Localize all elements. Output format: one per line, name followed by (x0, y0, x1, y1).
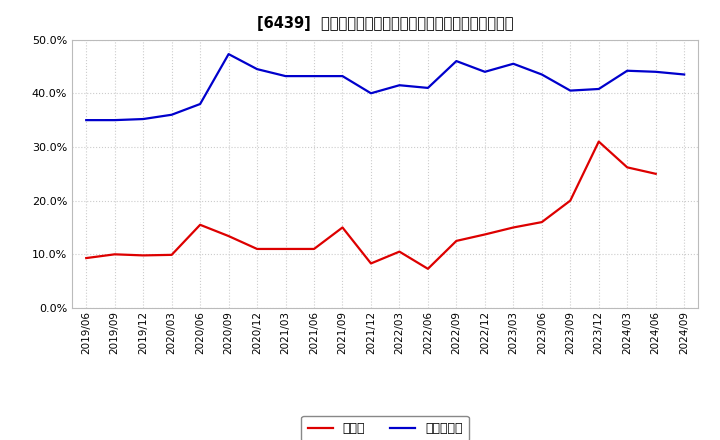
現預金 (595, 139, 603, 144)
現預金 (623, 165, 631, 170)
現預金 (480, 232, 489, 237)
有利子負債 (82, 117, 91, 123)
現預金 (566, 198, 575, 203)
有利子負債 (623, 68, 631, 73)
有利子負債 (338, 73, 347, 79)
現預金 (452, 238, 461, 244)
現預金 (82, 256, 91, 261)
Line: 有利子負債: 有利子負債 (86, 54, 684, 120)
有利子負債 (566, 88, 575, 93)
有利子負債 (282, 73, 290, 79)
現預金 (167, 252, 176, 257)
有利子負債 (366, 91, 375, 96)
有利子負債 (595, 86, 603, 92)
有利子負債 (680, 72, 688, 77)
現預金 (366, 261, 375, 266)
有利子負債 (225, 51, 233, 57)
現預金 (509, 225, 518, 230)
現預金 (652, 171, 660, 176)
有利子負債 (310, 73, 318, 79)
現預金 (395, 249, 404, 254)
現預金 (338, 225, 347, 230)
現預金 (253, 246, 261, 252)
現預金 (196, 222, 204, 227)
有利子負債 (509, 61, 518, 66)
有利子負債 (253, 66, 261, 72)
現預金 (139, 253, 148, 258)
現預金 (282, 246, 290, 252)
現預金 (423, 266, 432, 271)
有利子負債 (110, 117, 119, 123)
現預金 (110, 252, 119, 257)
有利子負債 (452, 59, 461, 64)
現預金 (537, 220, 546, 225)
有利子負債 (196, 101, 204, 106)
現預金 (310, 246, 318, 252)
有利子負債 (480, 69, 489, 74)
有利子負債 (395, 83, 404, 88)
Legend: 現預金, 有利子負債: 現預金, 有利子負債 (302, 416, 469, 440)
Title: [6439]  現預金、有利子負債の総資産に対する比率の推移: [6439] 現預金、有利子負債の総資産に対する比率の推移 (257, 16, 513, 32)
有利子負債 (537, 72, 546, 77)
有利子負債 (423, 85, 432, 91)
有利子負債 (139, 117, 148, 122)
有利子負債 (652, 69, 660, 74)
現預金 (225, 234, 233, 239)
Line: 現預金: 現預金 (86, 142, 656, 269)
有利子負債 (167, 112, 176, 117)
